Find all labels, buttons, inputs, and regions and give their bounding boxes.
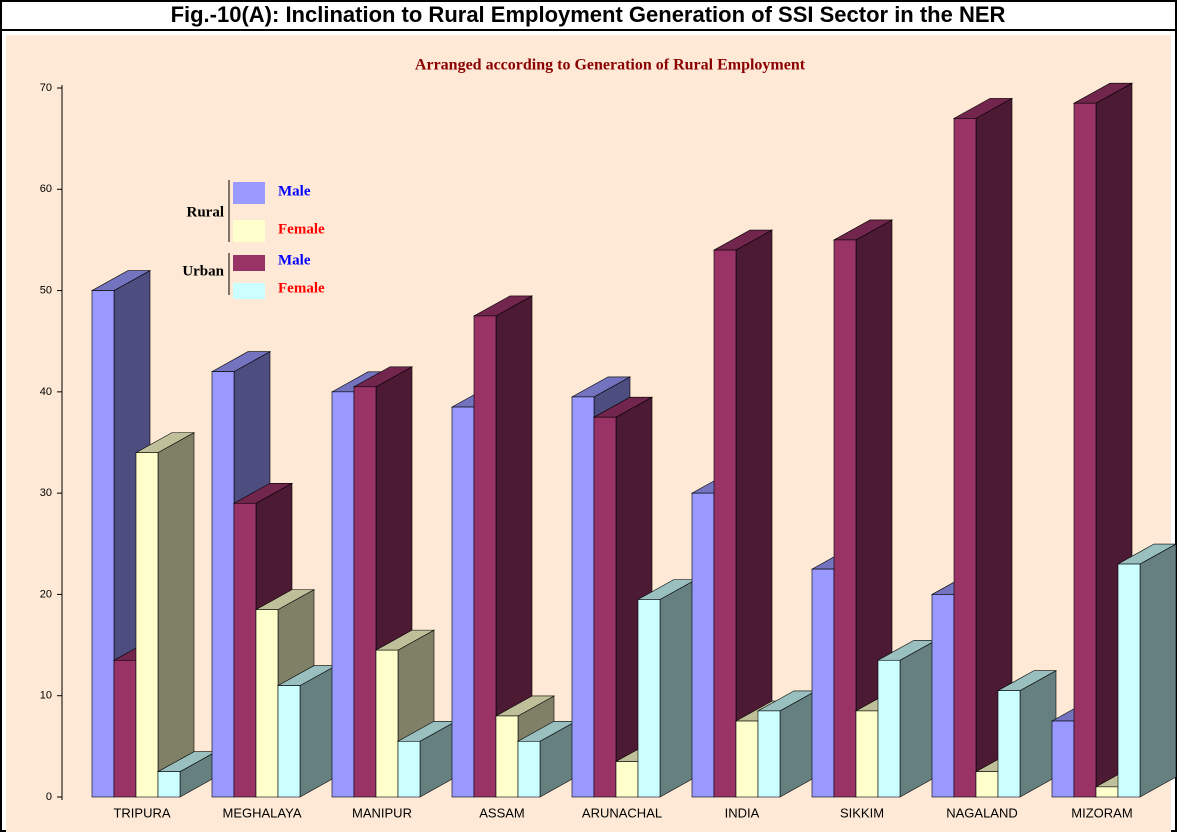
x-tick-label: ASSAM: [479, 805, 525, 820]
bar: [397, 740, 421, 798]
bar-side: [157, 432, 195, 798]
bar: [113, 659, 137, 798]
chart-title: Fig.-10(A): Inclination to Rural Employm…: [171, 2, 1006, 27]
bar: [331, 391, 355, 798]
y-tick-label: 50: [40, 284, 52, 296]
bar: [451, 406, 475, 798]
bar: [277, 685, 301, 798]
bar: [615, 761, 639, 798]
bar-side: [299, 665, 337, 798]
bar: [495, 715, 519, 798]
legend-swatch: [233, 220, 265, 242]
bar: [353, 386, 377, 798]
legend-group: Rural: [187, 204, 225, 220]
bar: [975, 771, 999, 798]
bar: [91, 290, 115, 798]
x-tick-label: MIZORAM: [1071, 805, 1132, 820]
bar: [593, 416, 617, 798]
x-tick-label: NAGALAND: [946, 805, 1018, 820]
legend-swatch: [233, 182, 265, 204]
legend-label: Female: [278, 280, 325, 296]
y-tick-label: 70: [40, 82, 52, 94]
y-tick-label: 20: [40, 588, 52, 600]
legend-swatch: [233, 283, 265, 299]
bar: [1073, 102, 1097, 798]
bar: [157, 771, 181, 798]
bar: [255, 609, 279, 798]
x-tick-label: SIKKIM: [840, 805, 884, 820]
bar: [931, 594, 955, 798]
bar: [211, 371, 235, 798]
legend-group: Urban: [182, 263, 224, 279]
x-tick-label: MEGHALAYA: [223, 805, 302, 820]
bar: [833, 239, 857, 798]
bar: [735, 720, 759, 798]
bar: [637, 599, 661, 798]
legend-label: Female: [278, 221, 325, 237]
bar: [1051, 720, 1075, 798]
legend-label: Male: [278, 252, 311, 268]
bar-side: [659, 578, 697, 798]
y-tick-label: 30: [40, 487, 52, 499]
y-tick-label: 60: [40, 183, 52, 195]
x-tick-label: TRIPURA: [113, 805, 170, 820]
bar: [811, 568, 835, 798]
legend-swatch: [233, 255, 265, 271]
bar: [1095, 786, 1119, 798]
bar-side: [1019, 670, 1057, 798]
bar: [691, 492, 715, 798]
bar: [855, 710, 879, 798]
bar: [713, 249, 737, 798]
bar: [473, 315, 497, 798]
bar: [135, 452, 159, 798]
bar: [997, 690, 1021, 798]
bar-side: [899, 639, 937, 798]
bar: [375, 649, 399, 798]
x-tick-label: MANIPUR: [352, 805, 412, 820]
y-tick-label: 40: [40, 386, 52, 398]
bar: [1117, 563, 1141, 798]
bar: [757, 710, 781, 798]
bar: [953, 118, 977, 798]
bar: [517, 740, 541, 798]
x-tick-label: INDIA: [725, 805, 760, 820]
y-tick-label: 10: [40, 690, 52, 702]
legend-label: Male: [278, 183, 311, 199]
bar: [877, 659, 901, 798]
bar-side: [1139, 543, 1177, 798]
x-tick-label: ARUNACHAL: [582, 805, 662, 820]
bar: [571, 396, 595, 798]
bar: [233, 502, 257, 798]
chart-subtitle: Arranged according to Generation of Rura…: [415, 57, 806, 74]
y-tick-label: 0: [46, 791, 52, 803]
